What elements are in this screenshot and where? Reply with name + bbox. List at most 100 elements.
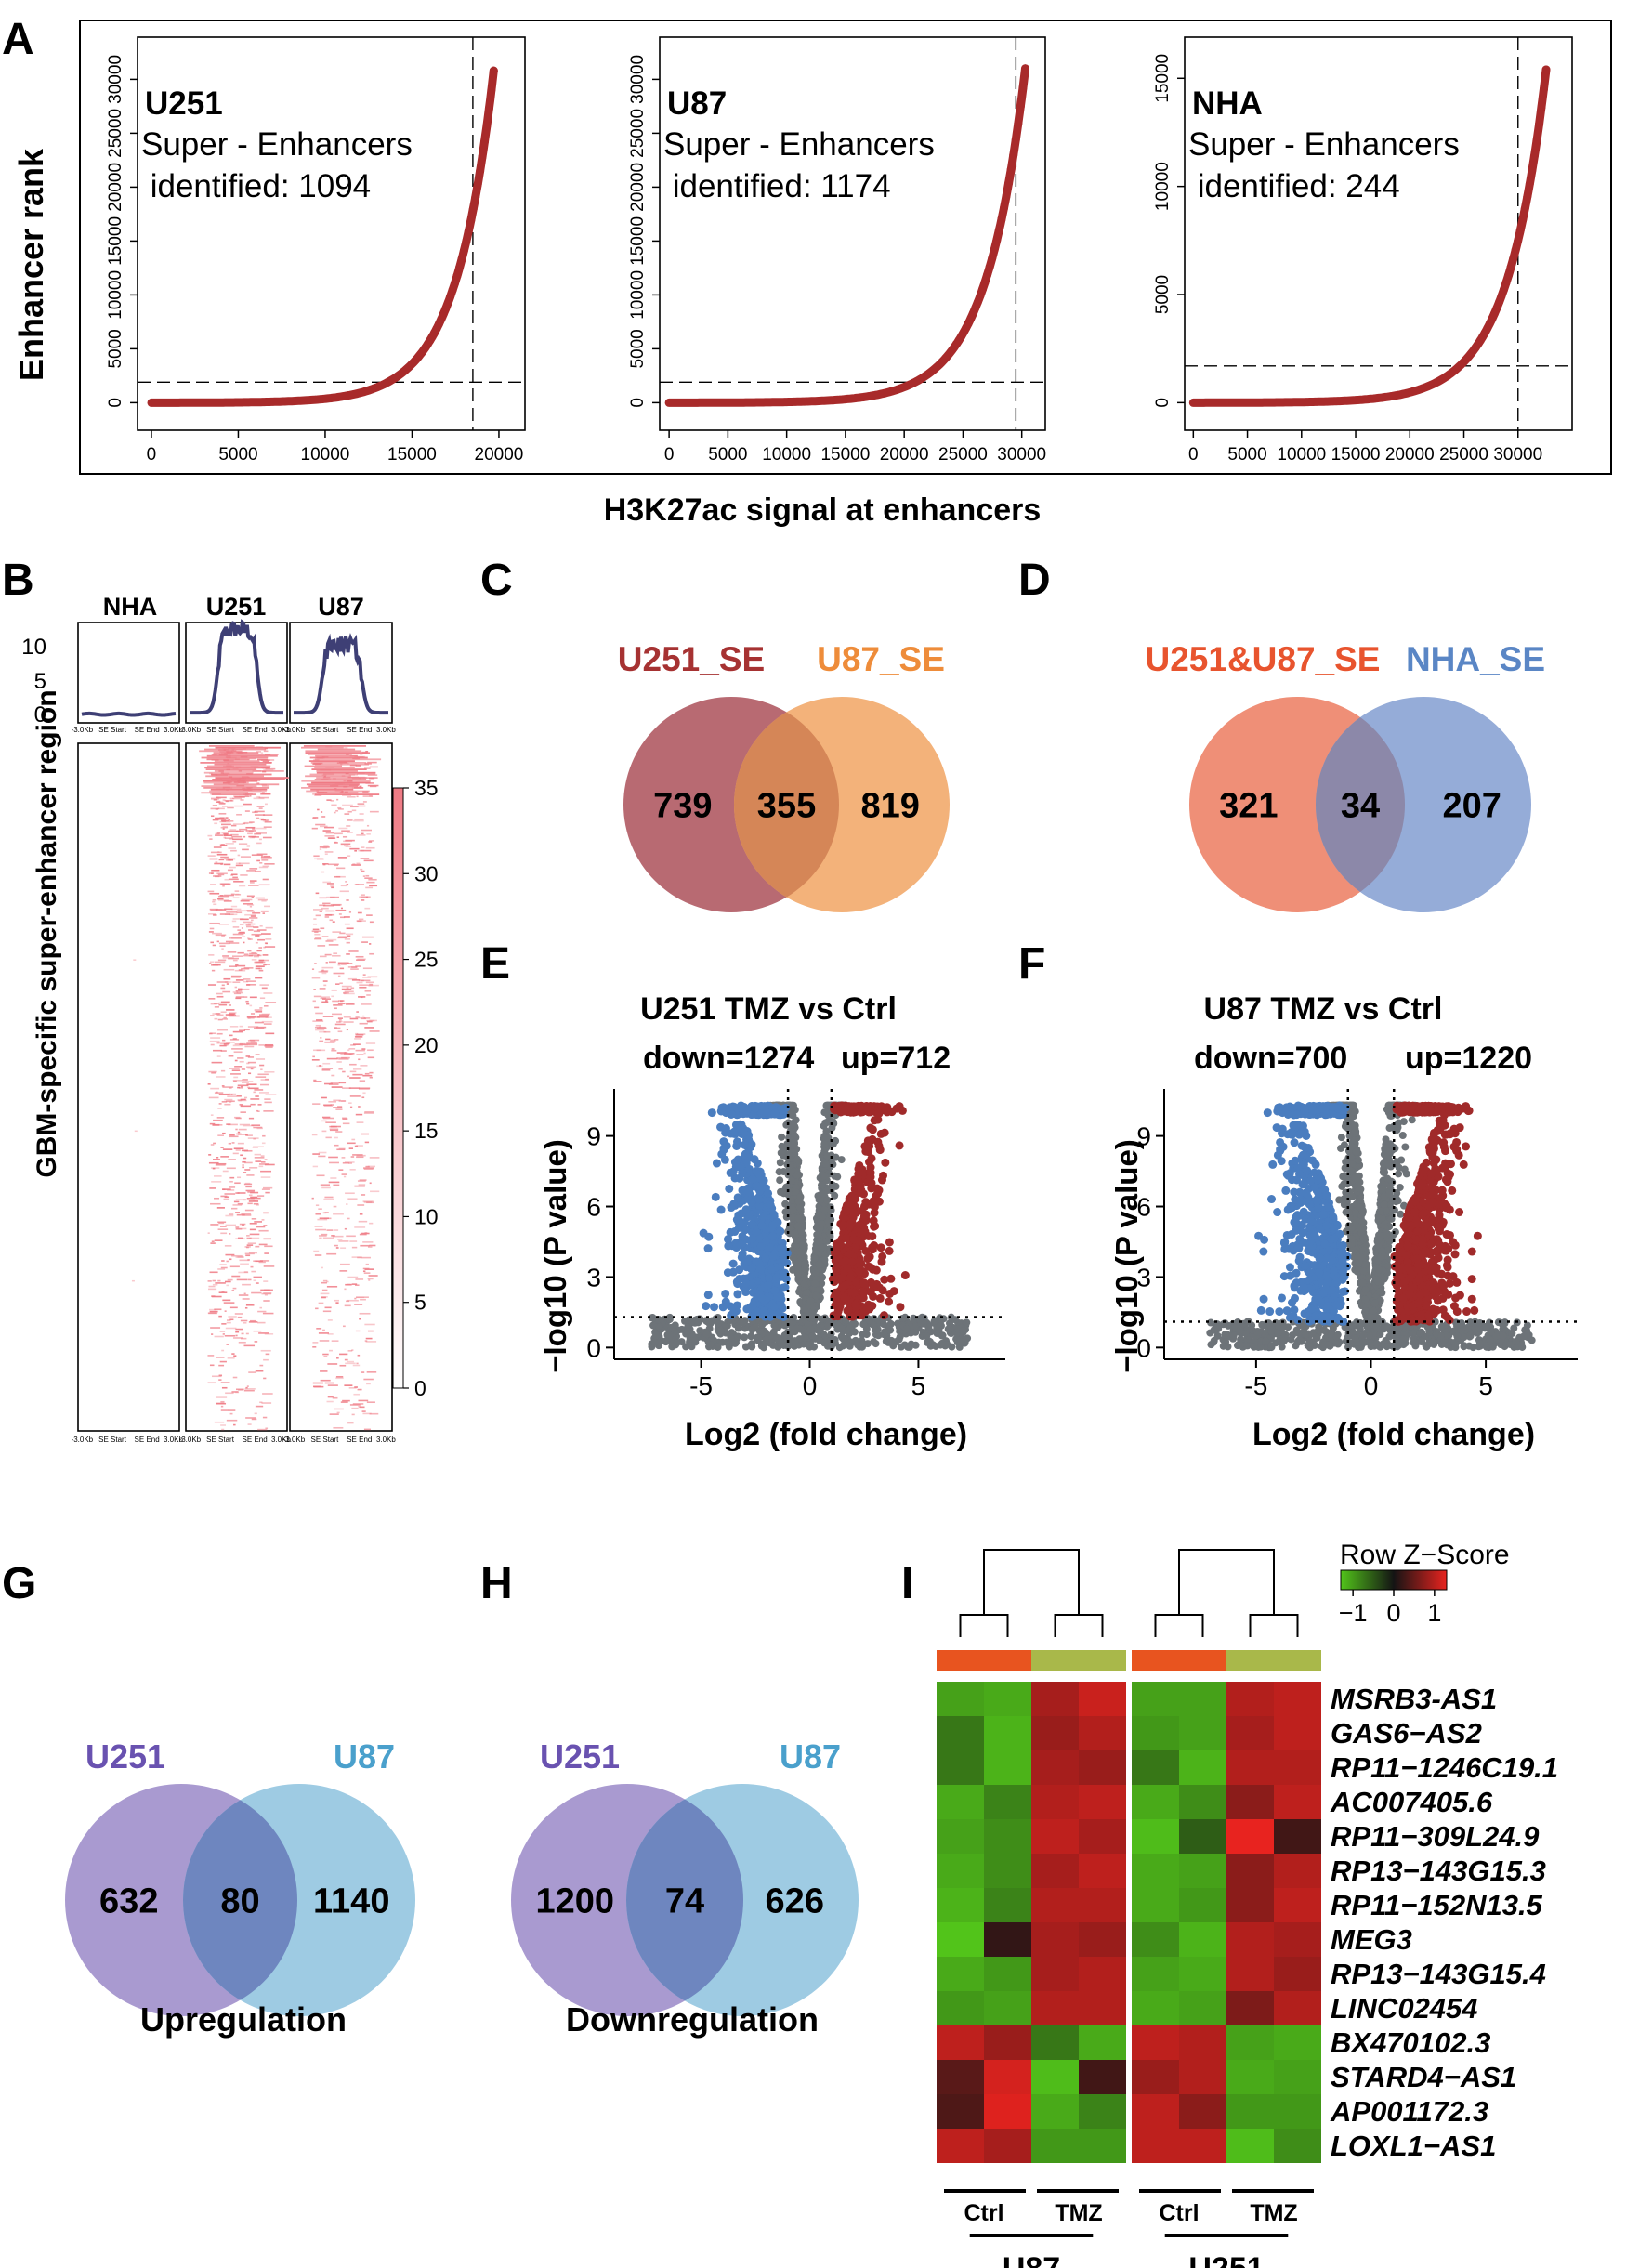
heatmap-speck [333,1205,337,1208]
heatmap-speck [227,1357,235,1359]
volcano-point-up [895,1141,904,1150]
heatmap-speck [213,752,259,754]
heatmap-speck [246,1086,251,1089]
rank-plot-ytick-label: 10000 [106,270,125,320]
heatmap-speck [316,777,378,779]
volcano-point-up [863,1177,872,1186]
heatmap-speck [243,1344,256,1347]
heatmap-speck [257,1016,269,1018]
rank-plot-ytick-label: 5000 [1153,275,1173,314]
heatmap-speck [240,1111,246,1113]
volcano-point-ns [706,1341,715,1349]
heatmap-speck [264,1163,275,1166]
heatmap-speck [246,904,255,906]
heatmap-speck [222,1039,226,1042]
heatmap-speck [342,804,353,806]
heatmap-speck [364,1323,375,1326]
volcano-point-up [859,1189,869,1199]
heatmap-speck [322,1016,334,1017]
heatmap-speck [220,1266,228,1269]
heatmap-speck [246,870,256,872]
heatmap-speck [352,1154,363,1156]
volcano-point-ns [815,1327,823,1335]
volcano-point-up [877,1102,886,1111]
heatmap-speck [359,1318,361,1320]
heatmap-speck [351,1138,356,1141]
heatmap-speck [339,1000,345,1002]
heatmap-speck [329,1129,339,1132]
heatmap-speck [243,1199,246,1201]
heatmap-speck [233,1080,237,1082]
heatmap-speck [251,1270,256,1273]
heatmap-speck [244,1182,251,1185]
heatmap-speck [257,1104,262,1106]
heatmap-speck [237,1202,243,1205]
heatmap-speck [360,868,363,871]
heatmap-speck [335,875,346,878]
heatmap-speck [239,1087,243,1089]
heatmap-speck [240,918,249,921]
heatmap-speck [261,859,269,861]
heatmap-speck [205,768,257,770]
volcano-point-up [828,1275,837,1284]
heatmap-speck [228,1004,231,1006]
rank-plot-xtick-label: 30000 [1493,445,1542,465]
heatmap-speck [324,1196,334,1199]
heatmap-speck [263,1212,269,1214]
heatmap-speck [259,1014,270,1016]
heatmap-speck [364,1340,368,1342]
volcano-point-ns [662,1337,670,1345]
heatmap-speck [357,803,365,805]
heatmap-speck [314,794,322,796]
rank-plot-xtick-label: 20000 [475,445,524,465]
heatmap-speck [243,902,253,905]
heatmap-speck [211,1240,215,1243]
heatmap-speck [244,1306,248,1309]
heatmap-speck [227,951,237,953]
heatmap-speck [216,853,228,856]
heatmap-speck [369,983,374,986]
heatmap-speck [217,899,229,901]
volcano-point-ns [793,1222,802,1230]
heatmap-speck [216,995,224,998]
heatmap-speck [362,1200,374,1202]
heatmap-speck [232,959,238,962]
heatmap-speck [316,1049,326,1052]
rank-point [478,152,487,162]
heatmap-speck [235,997,242,1000]
volcano-point-down [757,1221,767,1230]
heatmap-speck [263,1358,269,1361]
heatmap-speck [237,1057,244,1059]
volcano-point-ns [694,1318,702,1327]
heatmap-speck [314,779,367,780]
volcano-point-ns [789,1141,797,1149]
profile-xtick-label: -3.0Kb [72,726,94,734]
heatmap-speck [259,818,264,820]
volcano-point-ns [817,1244,825,1252]
volcano-point-ns [771,1332,780,1341]
heatmap-speck [321,966,334,969]
heatmap-speck [249,794,252,797]
heatmap-speck [340,885,348,887]
rank-point [990,245,999,255]
volcano-point-down [765,1200,774,1210]
heatmap-speck [361,1048,366,1050]
heatmap-speck [221,806,228,807]
heatmap-speck [326,1400,334,1403]
heatmap-speck [241,1213,252,1214]
heatmap-speck [362,801,367,803]
heatmap-speck [216,1091,218,1094]
heatmap-speck [239,1060,244,1063]
heatmap-speck [366,1201,374,1204]
rank-plot-ytick-label: 0 [628,398,648,408]
volcano-point-ns [931,1317,939,1325]
heatmap-speck [208,872,215,874]
rank-plot-ytick-label: 20000 [106,163,125,212]
volcano-point-ns [831,1336,839,1344]
volcano-point-ns [777,1187,785,1196]
volcano-point-down [727,1109,736,1119]
volcano-point-ns [795,1203,804,1212]
heatmap-speck [321,998,331,1000]
heatmap-speck [227,1123,238,1126]
